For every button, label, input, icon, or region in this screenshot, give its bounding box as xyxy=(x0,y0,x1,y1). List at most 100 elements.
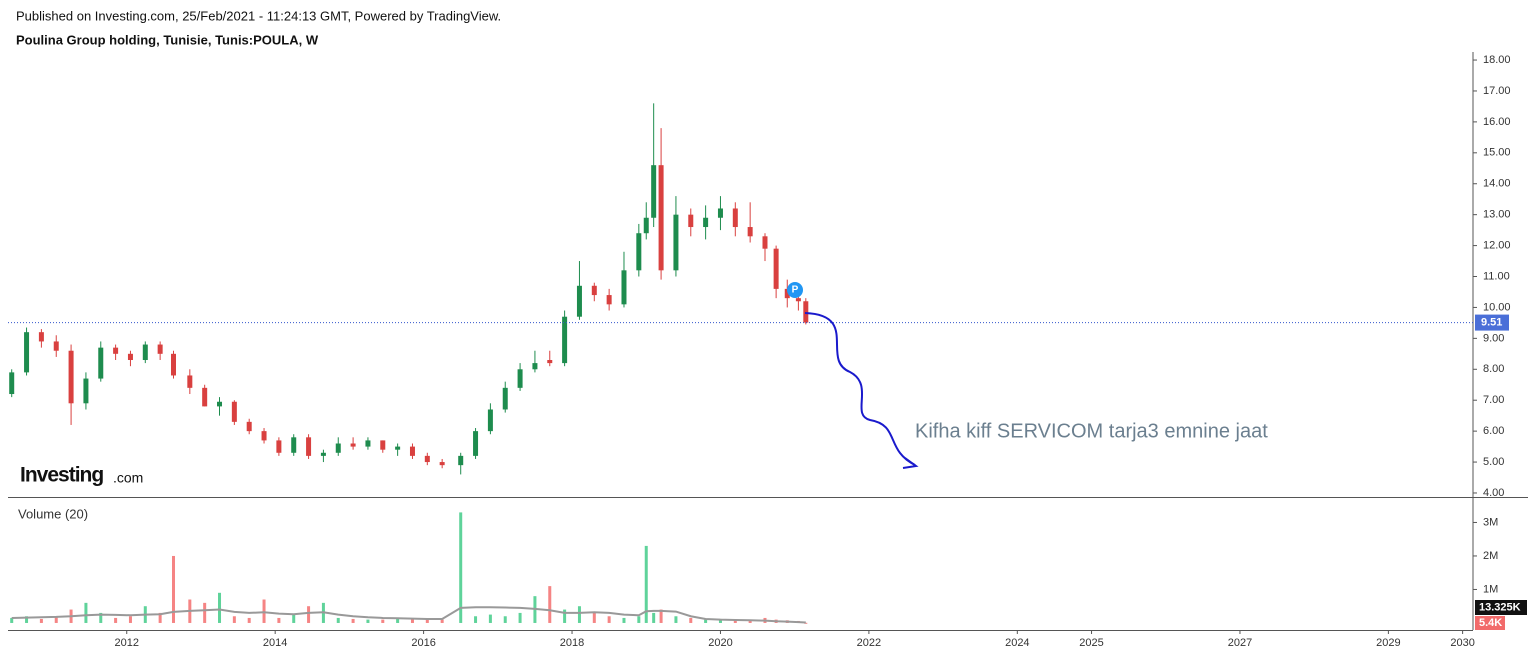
candle-body xyxy=(202,387,208,407)
candle-body xyxy=(517,369,523,388)
candle-body xyxy=(773,248,779,289)
volume-bar xyxy=(425,618,429,623)
y-tick-label: 15.00 xyxy=(1483,147,1511,159)
volume-bar xyxy=(652,612,656,623)
volume-bar xyxy=(232,616,236,623)
candle-body xyxy=(98,347,104,379)
title: Poulina Group holding, Tunisie, Tunis:PO… xyxy=(16,32,319,47)
candle-body xyxy=(276,440,282,453)
y-tick-label: 10.00 xyxy=(1483,301,1511,313)
volume-bar xyxy=(518,612,522,623)
candle-body xyxy=(562,316,568,364)
last-price-label: 9.51 xyxy=(1481,316,1502,328)
marker-label[interactable]: P xyxy=(792,285,799,296)
candle-body xyxy=(187,375,193,388)
y-tick-label: 18.00 xyxy=(1483,54,1511,66)
y-tick-label: 11.00 xyxy=(1483,270,1510,282)
candle-body xyxy=(83,378,89,404)
logo-brand: Investing xyxy=(20,464,103,487)
x-tick-label: 2027 xyxy=(1228,637,1252,649)
volume-bar xyxy=(247,617,251,623)
x-tick-label: 2018 xyxy=(560,637,584,649)
volume-bar xyxy=(689,617,693,623)
candle-body xyxy=(487,409,493,432)
y-tick-label: 12.00 xyxy=(1483,239,1511,251)
volume-bar xyxy=(54,616,58,623)
y-tick-label: 17.00 xyxy=(1483,85,1511,97)
candle-body xyxy=(157,344,163,354)
volume-bar xyxy=(366,619,370,623)
volume-tick-label: 1M xyxy=(1483,583,1498,595)
volume-bar xyxy=(577,606,581,623)
volume-bar xyxy=(644,545,648,623)
candle-body xyxy=(113,347,119,354)
volume-ma-last-box xyxy=(1475,600,1527,615)
candle-body xyxy=(547,360,553,364)
x-tick-label: 2024 xyxy=(1005,637,1029,649)
volume-bar xyxy=(459,512,463,623)
candle-body xyxy=(217,401,223,407)
candle-body xyxy=(795,298,801,302)
volume-ma-line xyxy=(11,606,806,624)
volume-bar xyxy=(804,622,808,624)
volume-bar xyxy=(704,619,708,623)
volume-bar xyxy=(637,616,641,623)
marker-icon[interactable] xyxy=(787,282,803,298)
volume-bar xyxy=(548,586,552,623)
candle-body xyxy=(606,295,612,305)
candle-body xyxy=(424,455,430,463)
volume-bar xyxy=(158,612,162,623)
candle-body xyxy=(458,455,464,466)
y-tick-label: 16.00 xyxy=(1483,116,1511,128)
volume-bar xyxy=(503,616,507,623)
candle-body xyxy=(784,288,790,299)
volume-bar xyxy=(474,616,478,623)
candle-body xyxy=(532,363,538,370)
x-tick-label: 2012 xyxy=(115,637,139,649)
candle-body xyxy=(502,387,508,410)
candle-body xyxy=(306,437,312,456)
candle-body xyxy=(717,208,723,218)
candle-body xyxy=(658,165,664,271)
y-tick-label: 8.00 xyxy=(1483,363,1504,375)
candle-body xyxy=(246,421,252,432)
x-tick-label: 2016 xyxy=(411,637,435,649)
candle-body xyxy=(142,344,148,361)
volume-bar xyxy=(171,555,175,623)
logo-suffix: .com xyxy=(113,470,143,486)
candle-body xyxy=(673,214,679,271)
volume-bar xyxy=(114,617,118,623)
candle-body xyxy=(439,462,445,466)
candle-body xyxy=(291,437,297,453)
candle-body xyxy=(747,227,753,237)
x-tick-label: 2025 xyxy=(1079,637,1103,649)
candle-body xyxy=(636,233,642,271)
volume-bar xyxy=(488,614,492,623)
candle-body xyxy=(409,446,415,456)
volume-tick-label: 2M xyxy=(1483,550,1498,562)
candle-body xyxy=(380,440,386,450)
volume-bar xyxy=(410,618,414,623)
volume-bar xyxy=(218,592,222,623)
candle-body xyxy=(762,236,768,249)
volume-bar xyxy=(592,612,596,623)
candle-body xyxy=(335,443,341,453)
volume-bar xyxy=(128,616,132,623)
volume-bar xyxy=(39,618,43,623)
volume-bar xyxy=(84,602,88,623)
volume-last-box xyxy=(1475,616,1505,630)
candle-body xyxy=(365,440,371,447)
y-tick-label: 6.00 xyxy=(1483,425,1504,437)
candle-body xyxy=(395,446,401,450)
y-tick-label: 4.00 xyxy=(1483,487,1504,499)
candle-body xyxy=(621,270,627,305)
x-tick-label: 2030 xyxy=(1450,637,1474,649)
arrow-head xyxy=(902,457,919,469)
y-tick-label: 13.00 xyxy=(1483,209,1511,221)
candle-body xyxy=(643,217,649,234)
y-tick-label: 9.00 xyxy=(1483,332,1504,344)
candle-body xyxy=(231,401,237,422)
volume-bar xyxy=(336,617,340,623)
